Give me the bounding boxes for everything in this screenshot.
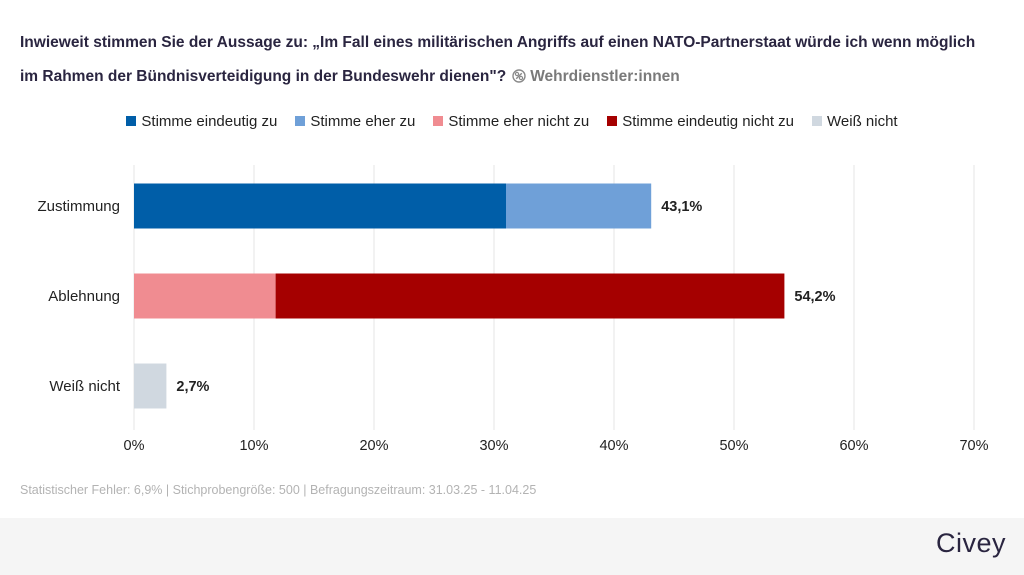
legend-swatch	[607, 116, 618, 126]
legend-label: Weiß nicht	[827, 113, 898, 130]
legend-swatch	[126, 116, 137, 126]
bar-segment[interactable]	[134, 273, 276, 319]
link-filter-icon	[512, 69, 526, 83]
legend-label: Stimme eher zu	[310, 113, 416, 130]
legend-item-0[interactable]: Stimme eindeutig zu	[126, 113, 277, 130]
x-tick-label: 20%	[359, 438, 388, 454]
x-tick-label: 50%	[719, 438, 748, 454]
legend-item-4[interactable]: Weiß nicht	[812, 113, 898, 130]
brand-logo[interactable]: Civey	[935, 528, 1006, 558]
category-label: Zustimmung	[37, 198, 120, 215]
chart-question: Inwieweit stimmen Sie der Aussage zu: „I…	[20, 26, 980, 94]
bar-chart: 0% 10% 20% 30% 40% 50% 60% 70% Zustimmung 43,1% Ab…	[37, 165, 989, 454]
legend-label: Stimme eindeutig nicht zu	[622, 113, 795, 130]
bar-segment[interactable]	[506, 183, 652, 229]
category-label: Ablehnung	[48, 288, 120, 305]
x-tick-label: 10%	[239, 438, 268, 454]
bar-segment[interactable]	[275, 273, 785, 319]
x-tick-label: 0%	[124, 438, 145, 454]
filter-label: Wehrdienstler:innen	[530, 68, 680, 85]
survey-footer: Statistischer Fehler: 6,9% | Stichproben…	[20, 483, 537, 497]
legend-label: Stimme eindeutig zu	[141, 113, 278, 130]
x-tick-label: 60%	[839, 438, 868, 454]
chart-legend: Stimme eindeutig zu Stimme eher zu Stimme …	[0, 113, 1024, 130]
bar-segment[interactable]	[134, 363, 167, 409]
x-tick-label: 40%	[599, 438, 628, 454]
question-text: Inwieweit stimmen Sie der Aussage zu: „I…	[20, 34, 976, 85]
legend-swatch	[812, 116, 823, 126]
data-label: 43,1%	[661, 199, 702, 215]
x-tick-label: 30%	[479, 438, 508, 454]
legend-item-2[interactable]: Stimme eher nicht zu	[433, 113, 589, 130]
legend-label: Stimme eher nicht zu	[448, 113, 590, 130]
bar-segment[interactable]	[134, 183, 506, 229]
legend-item-1[interactable]: Stimme eher zu	[295, 113, 415, 130]
data-label: 2,7%	[176, 379, 209, 395]
legend-swatch	[433, 116, 444, 126]
legend-swatch	[295, 116, 306, 126]
brand-bar: Civey	[0, 518, 1024, 575]
data-label: 54,2%	[794, 289, 835, 305]
category-label: Weiß nicht	[49, 378, 120, 395]
legend-item-3[interactable]: Stimme eindeutig nicht zu	[607, 113, 794, 130]
x-tick-label: 70%	[959, 438, 988, 454]
filter-tag[interactable]: Wehrdienstler:innen	[512, 68, 680, 85]
